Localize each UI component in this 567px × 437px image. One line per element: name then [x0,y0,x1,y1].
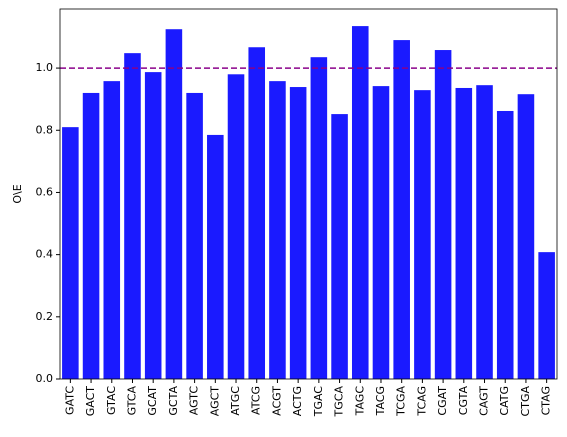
y-tick-label: 0.8 [36,123,54,136]
bar [434,50,452,379]
x-tick-label: AGCT [208,386,221,417]
y-tick-label: 0.2 [36,310,54,323]
x-tick-label: TGCA [333,386,346,418]
x-tick-label: TGAC [312,386,325,418]
x-tick-label: ACGT [270,386,283,416]
x-tick-label: CGTA [457,386,470,416]
bar [372,86,390,379]
x-tick-label: CAGT [478,386,491,416]
bar [144,72,162,379]
bar [82,92,100,379]
plot-frame [59,8,558,380]
bar [62,127,79,379]
y-tick-label: 0.4 [36,248,54,261]
x-tick-label: AGTC [188,386,201,416]
y-tick-label: 0.0 [36,372,54,385]
x-tick-label: GTCA [125,386,138,416]
bar [186,92,203,379]
x-tick-label: TCAG [415,386,428,417]
x-tick-label: CTAG [540,386,553,415]
x-tick-label: CGAT [436,386,449,416]
bar [124,53,141,380]
x-tick-label: TACG [374,386,387,416]
bar [248,47,266,379]
x-tick-label: ACTG [291,386,304,416]
x-tick-label: ATCG [250,386,263,415]
x-tick-label: GCAT [146,386,159,416]
y-axis-label: O\E [11,184,24,203]
bar [496,110,514,380]
bar [538,252,555,379]
bar [476,85,493,380]
bar [455,87,473,379]
bar [414,90,431,380]
x-tick-label: TAGC [353,386,366,417]
x-tick-label: GATC [63,386,76,415]
bar [207,134,224,379]
x-tick-label: GACT [84,386,97,417]
bar [517,94,535,380]
x-tick-label: GTAC [105,386,118,415]
bar [289,87,307,379]
x-tick-label: TCGA [395,386,408,417]
bar [103,81,121,379]
y-tick-label: 1.0 [36,61,54,74]
bar [331,114,348,379]
x-tick-label: CATG [498,386,511,416]
x-tick-label: CTGA [519,386,532,417]
bar [269,81,286,379]
bar [227,74,245,379]
x-tick-label: GCTA [167,386,180,416]
bar [310,57,328,380]
x-tick-label: ATGC [229,386,242,416]
bar [351,26,369,380]
bar [165,29,183,380]
bar [393,40,410,379]
y-tick-label: 0.6 [36,185,54,198]
